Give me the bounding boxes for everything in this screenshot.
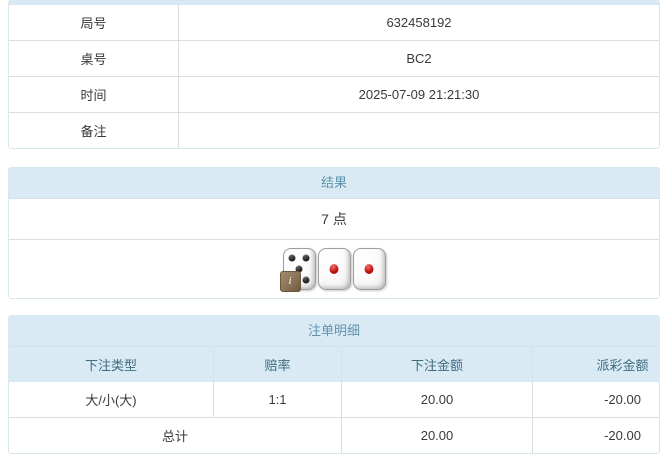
bet-detail-card: 注单明细 下注类型 赔率 下注金额 派彩金额 大/小(大) 1:1 20.00 … [8, 315, 660, 454]
info-label-round-no: 局号 [9, 5, 179, 41]
die-3 [352, 248, 386, 290]
table-header-row: 下注类型 赔率 下注金额 派彩金额 [9, 347, 659, 382]
table-row: 时间 2025-07-09 21:21:30 [9, 76, 659, 113]
die-pip [302, 254, 310, 262]
cell-total-payout: -20.00 [532, 417, 659, 453]
column-header-bet-type: 下注类型 [9, 347, 214, 382]
die-pip [364, 264, 374, 274]
table-row: 备注 [9, 112, 659, 148]
die-pip [288, 254, 296, 262]
table-row: 局号 632458192 [9, 5, 659, 41]
top-header-strip [8, 0, 660, 5]
column-header-stake: 下注金额 [341, 347, 533, 382]
die-pip [302, 276, 310, 284]
cell-odds: 1:1 [213, 382, 342, 418]
round-info-card: 局号 632458192 桌号 BC2 时间 2025-07-09 21:21:… [8, 4, 660, 149]
die-pip [295, 265, 303, 273]
die-1: i [279, 248, 316, 292]
info-value-round-no: 632458192 [178, 5, 659, 41]
die-2 [317, 248, 351, 290]
info-value-remark [178, 112, 659, 148]
info-badge-icon[interactable]: i [279, 271, 301, 292]
cell-total-label: 总计 [9, 417, 342, 453]
dice-row: i [9, 240, 659, 298]
column-header-payout: 派彩金额 [532, 347, 659, 382]
bet-section-title: 注单明细 [9, 316, 659, 347]
result-section-title: 结果 [9, 168, 659, 199]
result-card: 结果 7 点 i [8, 167, 660, 299]
die-pip [329, 264, 339, 274]
bet-detail-table: 下注类型 赔率 下注金额 派彩金额 大/小(大) 1:1 20.00 -20.0… [9, 347, 659, 453]
result-points-value: 7 点 [9, 199, 659, 240]
table-total-row: 总计 20.00 -20.00 [9, 417, 659, 453]
cell-bet-type: 大/小(大) [9, 382, 214, 418]
table-row: 桌号 BC2 [9, 40, 659, 77]
table-row: 大/小(大) 1:1 20.00 -20.00 [9, 382, 659, 418]
cell-stake: 20.00 [341, 382, 533, 418]
info-label-remark: 备注 [9, 112, 179, 148]
info-value-table-no: BC2 [178, 40, 659, 77]
cell-total-stake: 20.00 [341, 417, 533, 453]
info-label-table-no: 桌号 [9, 40, 179, 77]
round-info-table: 局号 632458192 桌号 BC2 时间 2025-07-09 21:21:… [9, 5, 659, 148]
column-header-odds: 赔率 [213, 347, 342, 382]
info-value-time: 2025-07-09 21:21:30 [178, 76, 659, 113]
cell-payout: -20.00 [532, 382, 659, 418]
info-label-time: 时间 [9, 76, 179, 113]
